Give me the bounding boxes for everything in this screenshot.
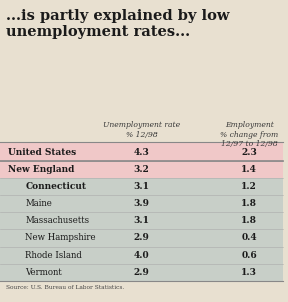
Text: Massachusetts: Massachusetts <box>26 216 90 225</box>
Text: 2.9: 2.9 <box>134 268 149 277</box>
Text: 2.3: 2.3 <box>241 148 257 156</box>
Text: 1.3: 1.3 <box>241 268 257 277</box>
Text: 0.6: 0.6 <box>241 251 257 260</box>
Text: Rhode Island: Rhode Island <box>26 251 82 260</box>
Text: 1.4: 1.4 <box>241 165 257 174</box>
Text: 0.4: 0.4 <box>241 233 257 243</box>
Text: Vermont: Vermont <box>26 268 62 277</box>
Text: Employment
% change from
12/97 to 12/98: Employment % change from 12/97 to 12/98 <box>220 121 278 148</box>
Text: 3.2: 3.2 <box>134 165 149 174</box>
Text: Unemployment rate
% 12/98: Unemployment rate % 12/98 <box>103 121 180 139</box>
FancyBboxPatch shape <box>0 143 283 161</box>
Text: 3.1: 3.1 <box>134 182 150 191</box>
FancyBboxPatch shape <box>0 264 283 281</box>
Text: Maine: Maine <box>26 199 52 208</box>
Text: 3.1: 3.1 <box>134 216 150 225</box>
FancyBboxPatch shape <box>0 195 283 212</box>
Text: Source: U.S. Bureau of Labor Statistics.: Source: U.S. Bureau of Labor Statistics. <box>6 285 124 291</box>
Text: 4.0: 4.0 <box>134 251 149 260</box>
Text: 3.9: 3.9 <box>134 199 150 208</box>
Text: Connecticut: Connecticut <box>26 182 86 191</box>
Text: New Hampshire: New Hampshire <box>26 233 96 243</box>
Text: ...is partly explained by low
unemployment rates...: ...is partly explained by low unemployme… <box>6 9 229 39</box>
Text: 4.3: 4.3 <box>134 148 149 156</box>
FancyBboxPatch shape <box>0 178 283 195</box>
FancyBboxPatch shape <box>0 246 283 264</box>
FancyBboxPatch shape <box>0 212 283 229</box>
Text: 1.8: 1.8 <box>241 216 257 225</box>
FancyBboxPatch shape <box>0 161 283 178</box>
FancyBboxPatch shape <box>0 229 283 246</box>
Text: 1.8: 1.8 <box>241 199 257 208</box>
Text: United States: United States <box>9 148 77 156</box>
Text: 1.2: 1.2 <box>241 182 257 191</box>
Text: 2.9: 2.9 <box>134 233 149 243</box>
Text: New England: New England <box>9 165 75 174</box>
